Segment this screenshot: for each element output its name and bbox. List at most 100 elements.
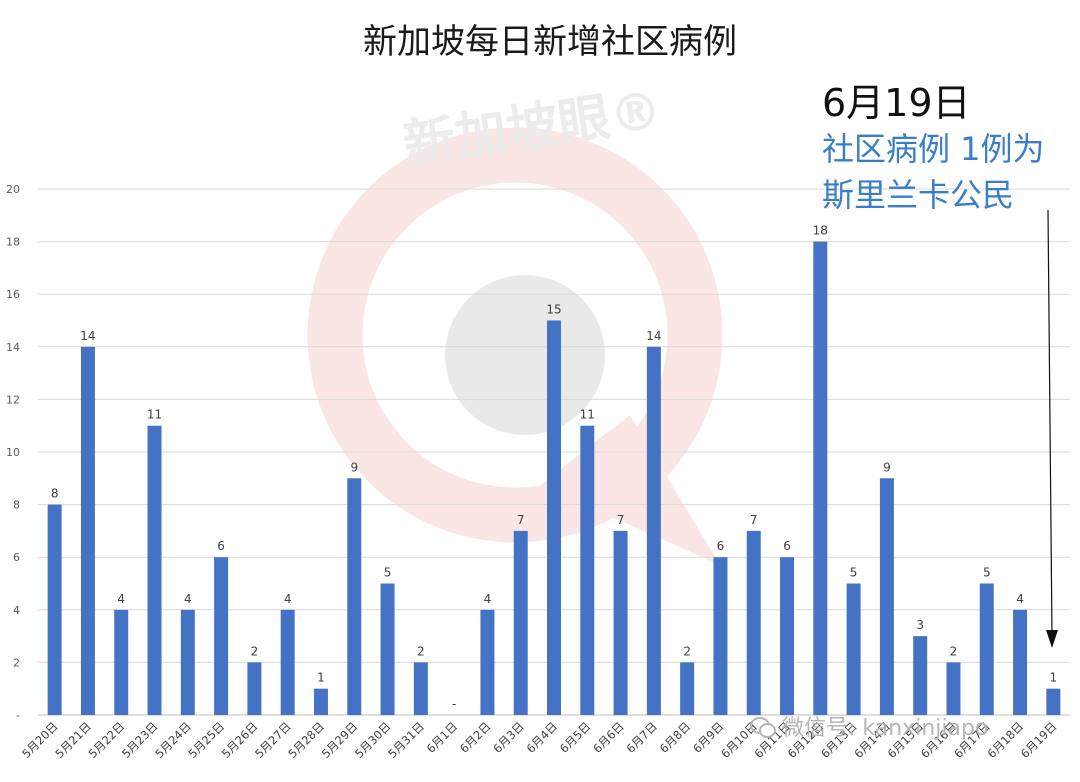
y-tick-label: 12 [6, 393, 20, 406]
bar [979, 583, 994, 715]
x-tick-label: 5月22日 [86, 719, 128, 761]
x-tick-label: 5月27日 [252, 719, 294, 761]
data-label: 8 [51, 487, 59, 501]
bar [214, 557, 229, 715]
bar [879, 478, 894, 715]
y-tick-label: - [16, 709, 20, 722]
x-tick-label: 5月21日 [52, 719, 94, 761]
data-label: 11 [147, 408, 162, 422]
chart-title: 新加坡每日新增社区病例 [363, 22, 737, 62]
bar [946, 662, 961, 715]
x-tick-label: 6月5日 [557, 719, 594, 756]
bar [613, 530, 628, 715]
x-tick-label: 6月1日 [424, 719, 461, 756]
bar [913, 636, 928, 715]
data-label: 7 [517, 513, 525, 527]
footer-watermark: 微信号: kanxinjiapo [750, 710, 988, 742]
bar [247, 662, 262, 715]
annotation-arrow-line [1047, 209, 1053, 637]
x-tick-label: 6月6日 [590, 719, 627, 756]
bar [513, 530, 528, 715]
bar [1046, 688, 1061, 715]
annotation-arrowhead [1046, 630, 1058, 648]
y-tick-label: 14 [6, 341, 20, 354]
wechat-icon [750, 715, 776, 738]
bar [147, 425, 162, 715]
x-tick-label: 6月8日 [657, 719, 694, 756]
x-tick-label: 6月7日 [623, 719, 660, 756]
data-label: 4 [117, 592, 125, 606]
y-axis-ticks: - 2 4 6 8 10 12 14 16 18 20 [6, 183, 20, 722]
data-label: 4 [184, 592, 192, 606]
bar [180, 609, 195, 715]
bar [313, 688, 328, 715]
bar [846, 583, 861, 715]
data-label: 14 [646, 329, 661, 343]
bar [713, 557, 728, 715]
data-label: 2 [683, 644, 691, 658]
data-label: 9 [350, 460, 358, 474]
bar [114, 609, 129, 715]
bar [380, 583, 395, 715]
data-label: 5 [850, 566, 858, 580]
bars [47, 241, 1061, 715]
x-tick-label: 5月28日 [285, 719, 327, 761]
x-tick-label: 5月23日 [119, 719, 161, 761]
data-label: 4 [284, 592, 292, 606]
data-label: 9 [883, 460, 891, 474]
bar [680, 662, 695, 715]
data-label: - [452, 697, 456, 711]
bar [813, 241, 828, 715]
data-label: 5 [983, 566, 991, 580]
bar [780, 557, 795, 715]
data-label: 2 [950, 644, 958, 658]
data-label: 11 [580, 408, 595, 422]
data-label: 2 [417, 644, 425, 658]
bar [80, 346, 95, 715]
bar [347, 478, 362, 715]
x-tick-label: 6月19日 [1018, 719, 1060, 761]
bar [413, 662, 428, 715]
annotation-line-2: 斯里兰卡公民 [822, 176, 1015, 214]
bar [480, 609, 495, 715]
y-tick-label: 10 [6, 446, 20, 459]
data-label: 4 [484, 592, 492, 606]
x-tick-label: 6月18日 [984, 719, 1026, 761]
y-tick-label: 16 [6, 288, 20, 301]
annotation-date: 6月19日 [822, 81, 971, 125]
x-tick-label: 6月3日 [490, 719, 527, 756]
data-label: 6 [217, 539, 225, 553]
x-tick-label: 6月2日 [457, 719, 494, 756]
data-label: 6 [783, 539, 791, 553]
bar [47, 504, 62, 715]
x-tick-label: 6月4日 [524, 719, 561, 756]
bar [547, 320, 561, 715]
y-tick-label: 6 [13, 551, 20, 564]
x-tick-label: 5月24日 [152, 719, 194, 761]
data-label: 18 [813, 224, 828, 238]
footer-watermark-text: 微信号: kanxinjiapo [782, 716, 989, 741]
bar [580, 425, 595, 715]
y-tick-label: 2 [13, 656, 20, 669]
data-label: 4 [1016, 592, 1024, 606]
bar [646, 346, 661, 715]
y-tick-label: 18 [6, 236, 20, 249]
data-label: 14 [80, 329, 95, 343]
data-label: 1 [317, 671, 325, 685]
y-tick-label: 20 [6, 183, 20, 196]
annotation-line-1: 社区病例 1例为 [822, 130, 1045, 168]
data-label: 2 [251, 644, 259, 658]
data-label: 5 [384, 566, 392, 580]
data-label: 7 [750, 513, 758, 527]
data-label: 1 [1050, 671, 1058, 685]
x-tick-label: 5月25日 [186, 719, 228, 761]
x-tick-label: 5月30日 [352, 719, 394, 761]
bar [1013, 609, 1028, 715]
y-tick-label: 8 [13, 499, 20, 512]
data-labels: 8 14 4 11 4 6 2 4 1 9 5 2 - 4 7 15 11 7 14 2 6 7 6 18 5 9 3 2 5 4 1 [51, 224, 1057, 711]
x-tick-label: 5月20日 [19, 719, 61, 761]
data-label: 6 [717, 539, 725, 553]
y-tick-label: 4 [13, 604, 20, 617]
